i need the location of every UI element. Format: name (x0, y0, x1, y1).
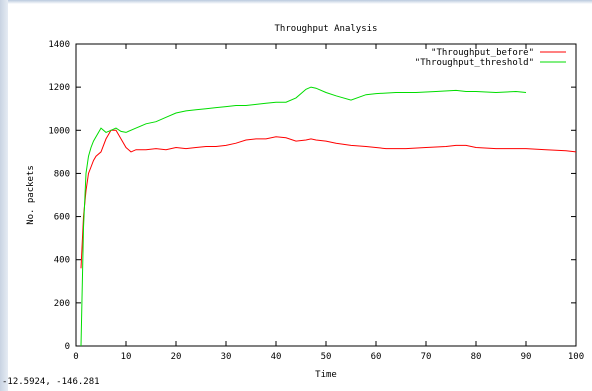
x-tick-label: 50 (321, 352, 332, 362)
y-tick-label: 1000 (48, 126, 70, 136)
legend-label: "Throughput_before" (431, 48, 534, 58)
legend: "Throughput_before""Throughput_threshold… (415, 48, 566, 68)
axis-ticks: 0 10 20 30 40 50 60 70 80 90 100020040060080010001… (48, 40, 584, 362)
legend-label: "Throughput_threshold" (415, 58, 534, 68)
x-tick-label: 60 (371, 352, 382, 362)
x-tick-label: 20 (171, 352, 182, 362)
x-tick-label: 10 (121, 352, 132, 362)
plot-area-frame (75, 43, 577, 347)
x-tick-label: 90 (521, 352, 532, 362)
window-left-frame (0, 0, 8, 391)
series-line-throughput-before (80, 129, 577, 269)
x-tick-label: 70 (421, 352, 432, 362)
y-tick-label: 1400 (48, 40, 70, 50)
x-tick-label: 0 (73, 352, 78, 362)
y-axis-label: No. packets (26, 165, 36, 225)
series-line-throughput-threshold (80, 86, 527, 347)
x-tick-label: 40 (271, 352, 282, 362)
x-axis-label: Time (315, 370, 337, 380)
chart-title: Throughput Analysis (275, 24, 378, 34)
y-tick-label: 600 (54, 213, 70, 223)
mouse-coordinate-readout: -12.5924, -146.281 (2, 377, 100, 387)
series-layer (80, 86, 577, 347)
y-tick-label: 0 (65, 342, 70, 352)
window-top-frame (0, 0, 592, 4)
x-tick-label: 30 (221, 352, 232, 362)
y-tick-label: 800 (54, 169, 70, 179)
y-tick-label: 400 (54, 256, 70, 266)
x-tick-label: 100 (568, 352, 584, 362)
y-tick-label: 200 (54, 299, 70, 309)
y-tick-label: 1200 (48, 83, 70, 93)
x-tick-label: 80 (471, 352, 482, 362)
